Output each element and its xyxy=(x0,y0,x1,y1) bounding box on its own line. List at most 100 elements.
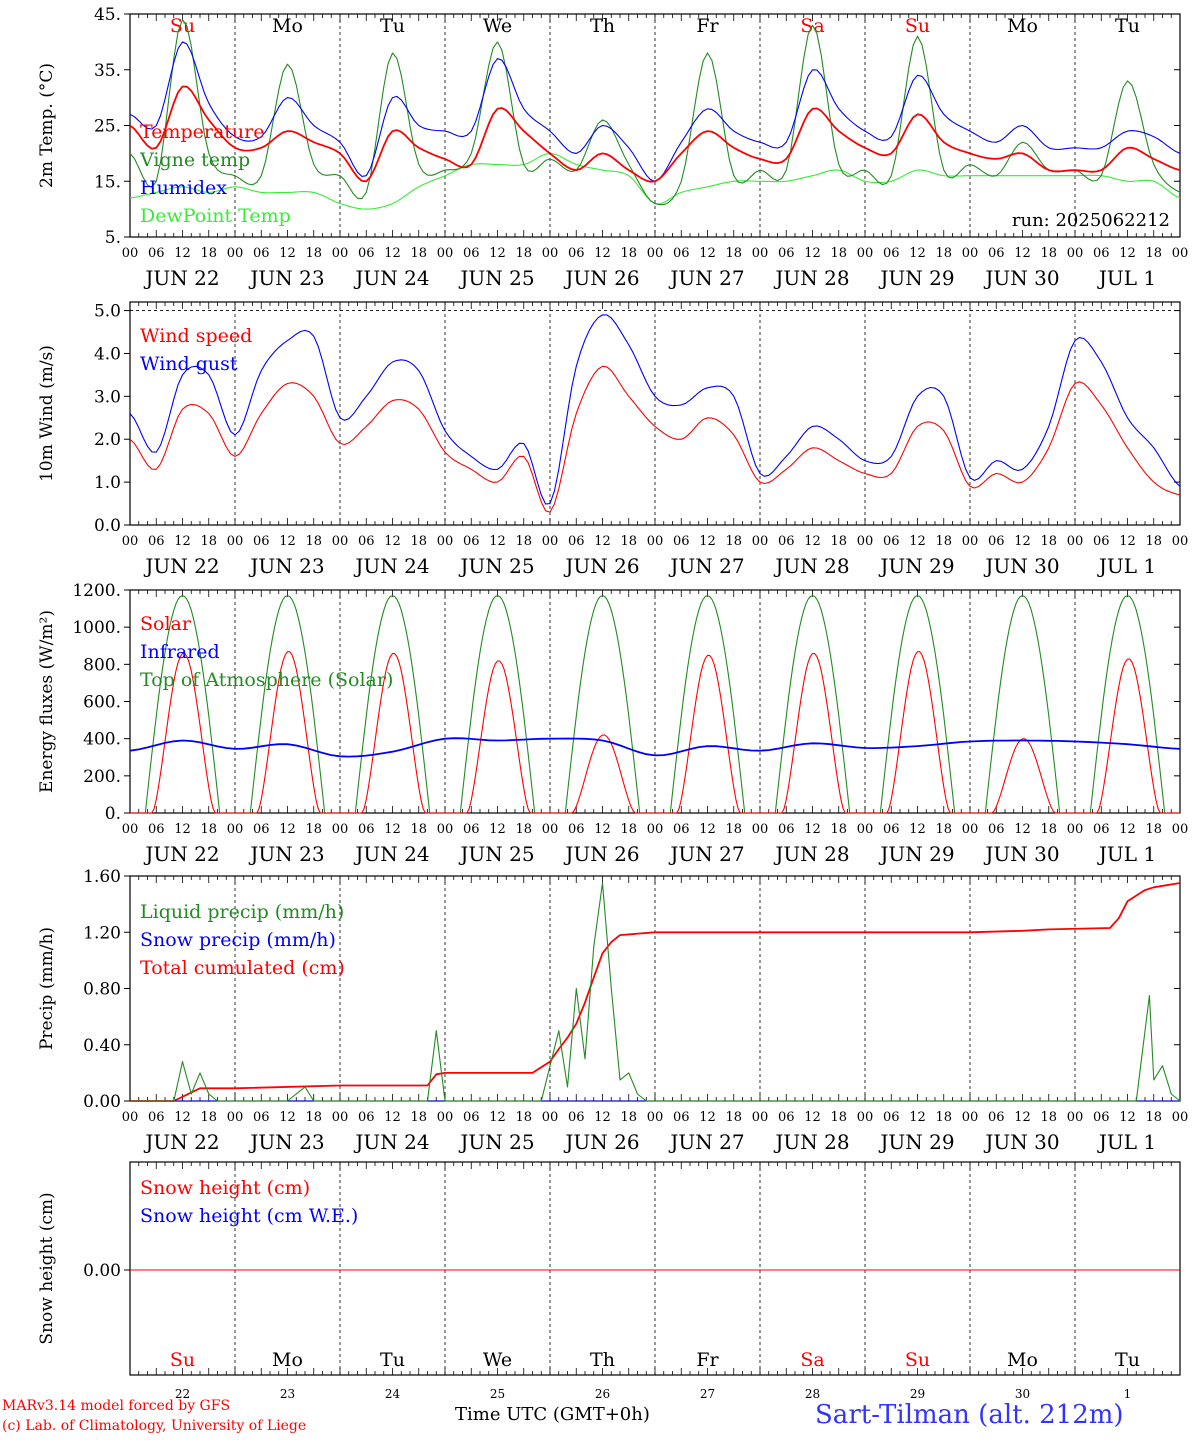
y-tick-label: 800. xyxy=(83,655,121,675)
day-number-label: 26 xyxy=(595,1387,610,1401)
hour-tick-label: 00 xyxy=(227,246,244,261)
hour-tick-label: 12 xyxy=(699,534,716,549)
hour-tick-label: 06 xyxy=(253,246,270,261)
hour-tick-label: 18 xyxy=(1145,534,1162,549)
date-label: JUL 1 xyxy=(1097,842,1156,866)
date-label: JUN 25 xyxy=(458,554,534,578)
hour-tick-label: 18 xyxy=(725,822,742,837)
legend-entry: Infrared xyxy=(140,641,220,663)
hour-tick-label: 06 xyxy=(358,246,375,261)
hour-tick-label: 00 xyxy=(962,822,979,837)
hour-tick-label: 18 xyxy=(305,822,322,837)
y-tick-label: 45. xyxy=(94,5,121,25)
date-label: JUL 1 xyxy=(1097,1130,1156,1154)
hour-tick-label: 06 xyxy=(778,246,795,261)
hour-tick-label: 06 xyxy=(463,1110,480,1125)
weekday-label: Tu xyxy=(380,1349,405,1371)
hour-tick-label: 00 xyxy=(332,534,349,549)
weekday-label: Mo xyxy=(1007,1349,1038,1371)
hour-tick-label: 06 xyxy=(253,1110,270,1125)
date-label: JUN 25 xyxy=(458,1130,534,1154)
hour-tick-label: 18 xyxy=(200,1110,217,1125)
hour-tick-label: 06 xyxy=(1093,534,1110,549)
date-label: JUN 29 xyxy=(878,266,954,290)
hour-tick-label: 12 xyxy=(1014,822,1031,837)
hour-tick-label: 18 xyxy=(410,534,427,549)
y-tick-label: 5. xyxy=(105,228,121,248)
hour-tick-label: 12 xyxy=(489,246,506,261)
date-label: JUN 26 xyxy=(563,842,639,866)
hour-tick-label: 12 xyxy=(1119,1110,1136,1125)
hour-tick-label: 06 xyxy=(148,534,165,549)
hour-tick-label: 00 xyxy=(542,534,559,549)
date-label: JUN 23 xyxy=(248,554,324,578)
hour-tick-label: 12 xyxy=(594,822,611,837)
hour-tick-label: 12 xyxy=(909,1110,926,1125)
hour-tick-label: 00 xyxy=(857,822,874,837)
date-label: JUN 26 xyxy=(563,266,639,290)
series-line-infrared xyxy=(129,737,1181,758)
hour-tick-label: 12 xyxy=(1014,246,1031,261)
panel-frame xyxy=(129,301,1181,526)
hour-tick-label: 18 xyxy=(1040,822,1057,837)
hour-tick-label: 18 xyxy=(1145,1110,1162,1125)
weekday-label: Fr xyxy=(696,15,719,37)
hour-tick-label: 06 xyxy=(988,822,1005,837)
date-label: JUN 27 xyxy=(668,266,744,290)
legend-entry: Top of Atmosphere (Solar) xyxy=(140,669,393,691)
hour-tick-label: 06 xyxy=(253,534,270,549)
hour-tick-label: 06 xyxy=(988,534,1005,549)
weekday-label: Mo xyxy=(272,1349,303,1371)
hour-tick-label: 12 xyxy=(384,534,401,549)
hour-tick-label: 00 xyxy=(1067,246,1084,261)
hour-tick-label: 00 xyxy=(962,246,979,261)
hour-tick-label: 00 xyxy=(857,534,874,549)
hour-tick-label: 18 xyxy=(1145,822,1162,837)
hour-tick-label: 12 xyxy=(174,1110,191,1125)
hour-tick-label: 12 xyxy=(1119,534,1136,549)
hour-tick-label: 18 xyxy=(305,1110,322,1125)
weekday-label: Su xyxy=(170,15,195,37)
hour-tick-label: 12 xyxy=(804,1110,821,1125)
hour-tick-label: 12 xyxy=(1119,822,1136,837)
hour-tick-label: 12 xyxy=(804,534,821,549)
hour-tick-label: 18 xyxy=(620,246,637,261)
y-tick-label: 2.0 xyxy=(94,430,121,450)
hour-tick-label: 06 xyxy=(673,822,690,837)
legend-entry: Humidex xyxy=(140,177,227,199)
hour-tick-label: 06 xyxy=(358,534,375,549)
hour-tick-label: 18 xyxy=(515,246,532,261)
series-line-vigne-temp xyxy=(129,19,1181,206)
hour-tick-label: 18 xyxy=(515,822,532,837)
lab-credit-line: (c) Lab. of Climatology, University of L… xyxy=(2,1418,307,1434)
hour-tick-label: 12 xyxy=(909,534,926,549)
weekday-label: Tu xyxy=(1115,15,1140,37)
hour-tick-label: 00 xyxy=(752,822,769,837)
hour-tick-label: 18 xyxy=(935,1110,952,1125)
weekday-label: Su xyxy=(170,1349,195,1371)
hour-tick-label: 06 xyxy=(778,534,795,549)
y-tick-label: 1200. xyxy=(72,581,121,601)
date-label: JUN 29 xyxy=(878,554,954,578)
hour-tick-label: 12 xyxy=(1014,534,1031,549)
hour-tick-label: 06 xyxy=(463,246,480,261)
y-axis-label: Precip (mm/h) xyxy=(37,927,57,1050)
legend-entry: Wind speed xyxy=(140,325,252,347)
date-label: JUN 29 xyxy=(878,842,954,866)
weekday-label: Sa xyxy=(800,1349,824,1371)
weekday-label: Mo xyxy=(1007,15,1038,37)
hour-tick-label: 18 xyxy=(830,1110,847,1125)
hour-tick-label: 18 xyxy=(1040,534,1057,549)
hour-tick-label: 06 xyxy=(673,534,690,549)
x-axis-title: Time UTC (GMT+0h) xyxy=(455,1404,650,1425)
hour-tick-label: 00 xyxy=(857,1110,874,1125)
hour-tick-label: 06 xyxy=(883,534,900,549)
hour-tick-label: 12 xyxy=(804,822,821,837)
hour-tick-label: 12 xyxy=(279,534,296,549)
hour-tick-label: 00 xyxy=(752,534,769,549)
legend-entry: Wind gust xyxy=(140,353,238,375)
series-line-temperature xyxy=(129,85,1181,183)
y-tick-label: 1.0 xyxy=(94,473,121,493)
y-tick-label: 35. xyxy=(94,61,121,81)
